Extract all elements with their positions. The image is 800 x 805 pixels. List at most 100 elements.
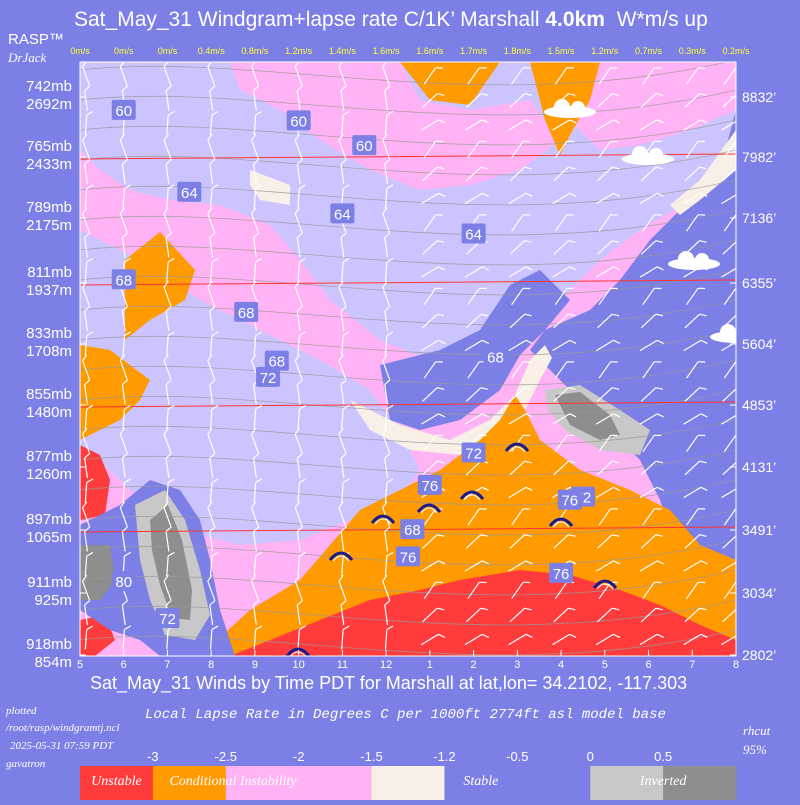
barb-staff bbox=[639, 633, 658, 646]
barb-flag bbox=[121, 379, 129, 386]
barb-staff bbox=[253, 261, 257, 283]
barb-flag bbox=[86, 625, 94, 631]
barb-staff bbox=[209, 164, 214, 184]
wind-barb bbox=[597, 534, 620, 549]
legend-swatch bbox=[371, 766, 445, 800]
left-axis-height: 1260m bbox=[26, 466, 72, 483]
wind-barb bbox=[420, 266, 446, 278]
legend-tick: -1.5 bbox=[360, 749, 382, 764]
barb-staff bbox=[297, 555, 300, 577]
barb-flag bbox=[739, 265, 746, 272]
region-conditional-left bbox=[125, 232, 195, 340]
barb-staff bbox=[209, 311, 214, 331]
barb-staff bbox=[209, 629, 213, 650]
wind-barb bbox=[639, 633, 664, 646]
thermal-arc-inner bbox=[374, 518, 392, 525]
wind-barb bbox=[84, 110, 94, 136]
temperature-label-box bbox=[234, 301, 259, 322]
barb-flag bbox=[700, 560, 708, 565]
x-axis: 5 6 7 8 9 10 11 12 1 2 3 4 5 6 7 8 bbox=[77, 650, 739, 671]
barb-staff bbox=[163, 286, 172, 307]
wind-barb bbox=[508, 119, 533, 131]
barb-staff bbox=[553, 387, 569, 402]
barb-staff bbox=[508, 486, 527, 499]
wind-barb bbox=[297, 478, 306, 503]
wind-barbs bbox=[82, 62, 746, 650]
barb-staff bbox=[166, 188, 169, 209]
wind-barb bbox=[508, 633, 533, 646]
wind-barb bbox=[511, 67, 531, 85]
barb-flag bbox=[163, 574, 169, 582]
barb-flag bbox=[611, 240, 620, 243]
wind-barb bbox=[296, 158, 304, 184]
wind-barb bbox=[207, 427, 216, 454]
barb-flag bbox=[342, 110, 350, 116]
left-axis-pressure: 811mb bbox=[27, 264, 72, 281]
thermal-arc-inner bbox=[508, 446, 526, 453]
wind-barb bbox=[597, 93, 620, 108]
barb-staff bbox=[420, 413, 439, 425]
barb-staff bbox=[82, 286, 90, 307]
barb-flag bbox=[165, 379, 172, 386]
barb-staff bbox=[552, 339, 570, 352]
x-tick-label: 9 bbox=[252, 659, 258, 671]
barb-flag bbox=[253, 452, 260, 459]
barb-flag bbox=[611, 460, 620, 464]
barb-staff bbox=[640, 460, 657, 476]
wind-barb bbox=[509, 460, 532, 476]
wind-barb bbox=[511, 361, 531, 379]
barb-staff bbox=[642, 67, 655, 85]
wind-barb bbox=[209, 184, 219, 209]
wind-barb bbox=[509, 240, 532, 255]
barb-staff bbox=[384, 384, 389, 405]
wind-barb bbox=[84, 551, 94, 577]
barb-staff bbox=[294, 360, 303, 380]
barb-staff bbox=[595, 486, 614, 499]
barb-staff bbox=[209, 384, 214, 405]
wind-barb bbox=[554, 361, 575, 379]
wind-barb bbox=[296, 232, 304, 258]
barb-staff bbox=[382, 580, 391, 601]
barb-flag bbox=[437, 313, 445, 317]
barb-staff bbox=[639, 266, 658, 278]
wind-barb bbox=[423, 140, 443, 159]
wind-barb bbox=[84, 404, 94, 430]
thermal-arc-icon bbox=[328, 551, 354, 561]
barb-flag bbox=[735, 140, 736, 143]
barb-staff bbox=[165, 531, 170, 552]
barb-flag bbox=[569, 192, 577, 197]
wind-barb bbox=[382, 62, 391, 86]
barb-flag bbox=[613, 486, 621, 491]
thermal-arc-inner bbox=[552, 521, 570, 528]
wind-barb bbox=[250, 501, 259, 527]
wind-barb bbox=[686, 361, 706, 379]
wind-barb bbox=[598, 508, 618, 526]
barb-staff bbox=[384, 164, 389, 184]
barb-flag bbox=[294, 427, 301, 435]
cloud-icon bbox=[710, 324, 736, 343]
region-inverted-dark-right bbox=[555, 392, 620, 440]
rh-line bbox=[80, 153, 736, 160]
barb-flag bbox=[655, 166, 664, 170]
barb-staff bbox=[683, 560, 702, 572]
barb-flag bbox=[437, 166, 445, 170]
barb-flag bbox=[119, 62, 126, 67]
barb-flag bbox=[656, 339, 664, 344]
legend-tick: -0.5 bbox=[506, 749, 528, 764]
wind-barb bbox=[296, 599, 304, 625]
wind-barb bbox=[465, 387, 489, 402]
barb-staff bbox=[165, 311, 170, 331]
barb-flag bbox=[437, 534, 445, 537]
barb-flag bbox=[382, 501, 388, 508]
barb-staff bbox=[553, 166, 569, 182]
barb-flag bbox=[655, 313, 664, 317]
barb-flag bbox=[294, 62, 301, 67]
temperature-label-box bbox=[256, 366, 281, 387]
barb-flag bbox=[566, 361, 575, 363]
wind-barb bbox=[683, 119, 708, 131]
legend-tick: 0 bbox=[587, 749, 594, 764]
wind-barb bbox=[382, 207, 391, 233]
barb-staff bbox=[686, 140, 699, 159]
